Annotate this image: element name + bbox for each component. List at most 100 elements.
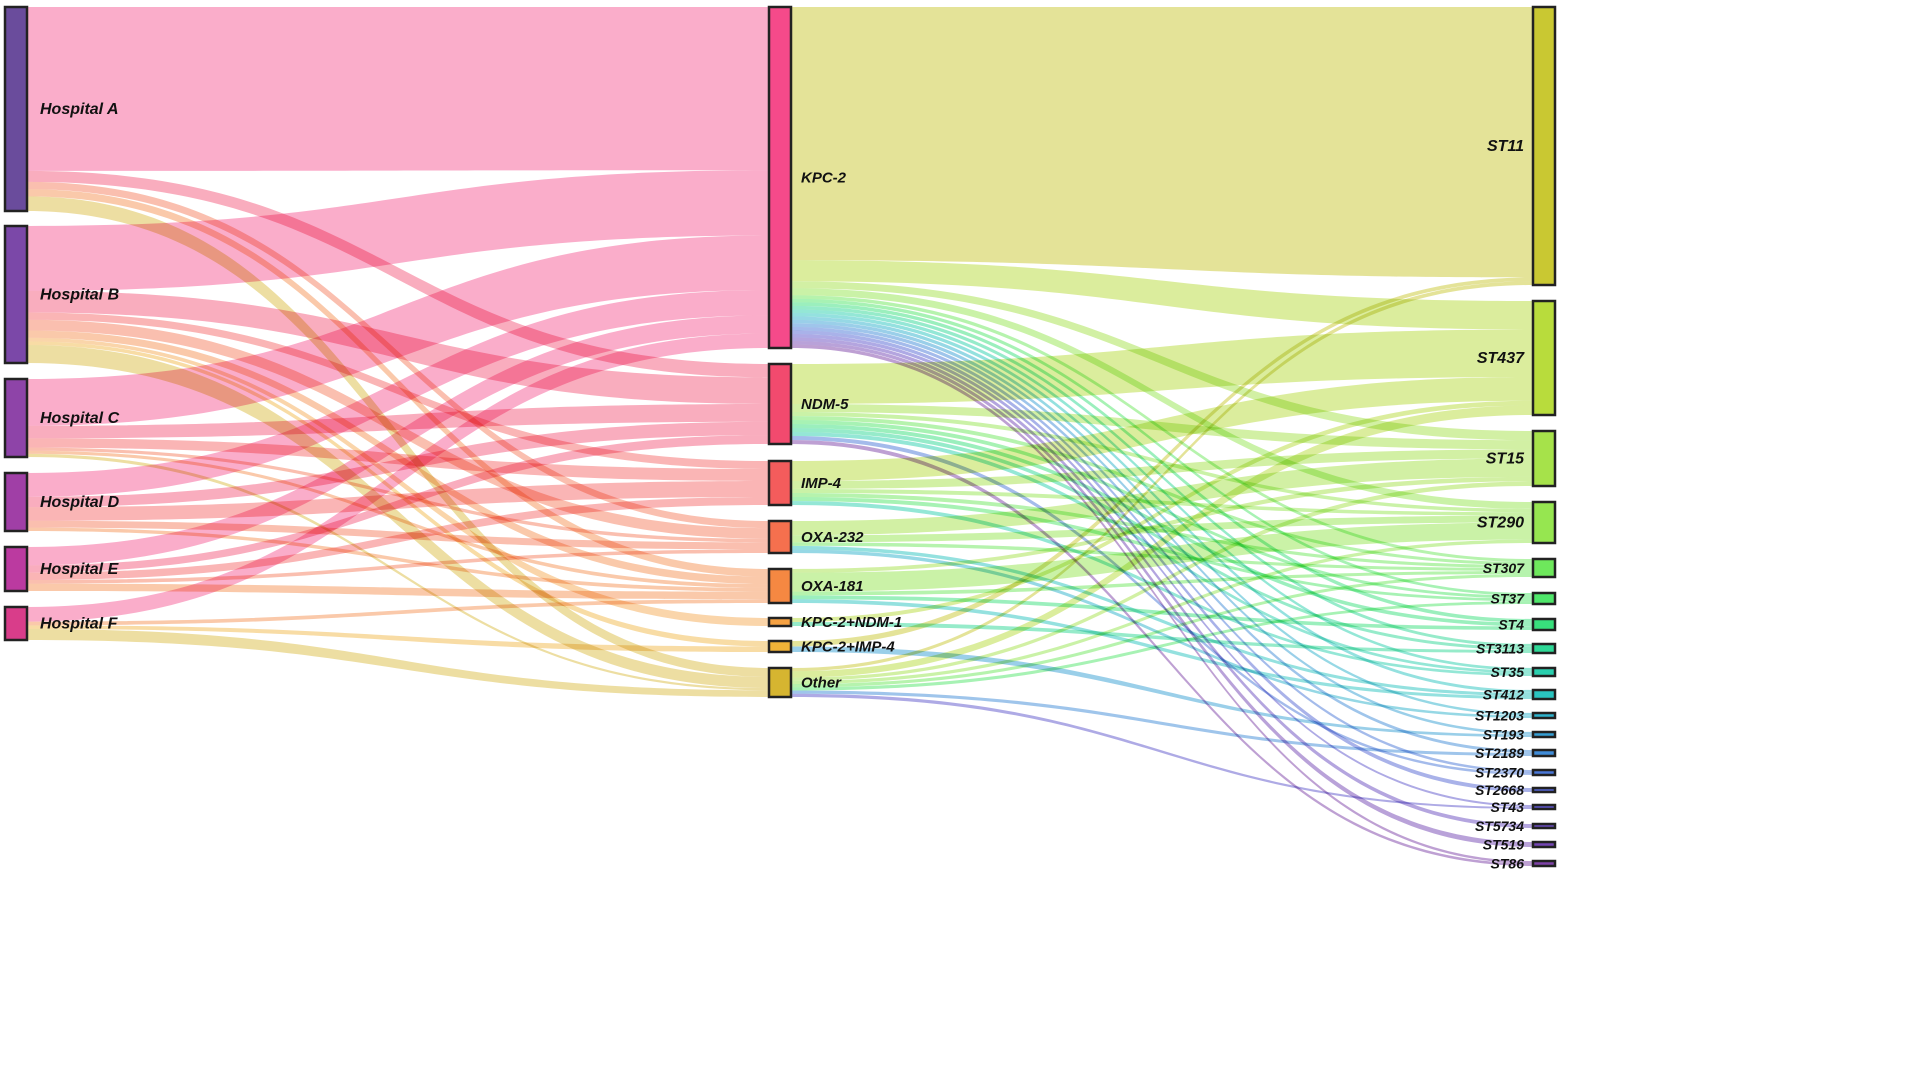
- node-st307[interactable]: [1531, 557, 1557, 579]
- flow-ndm5-st437: [791, 329, 1533, 404]
- flow-oxa232-st412: [791, 545, 1533, 696]
- node-label-imp4: IMP-4: [801, 475, 842, 492]
- node-label-oxa232: OXA-232: [801, 529, 864, 546]
- node-label-st3113: ST3113: [1476, 641, 1524, 657]
- node-imp4[interactable]: [767, 459, 793, 507]
- node-a[interactable]: [3, 5, 29, 213]
- flow-f-kpc2: [27, 333, 769, 622]
- flow-oxa232-st290: [791, 515, 1533, 543]
- flow-e-imp4: [27, 497, 769, 580]
- flow-other-st2189: [791, 690, 1533, 756]
- node-label-st519: ST519: [1483, 837, 1524, 853]
- flow-kpcndm-st437: [791, 400, 1533, 622]
- node-label-st4: ST4: [1498, 617, 1524, 633]
- flow-kpcimp-st193: [791, 646, 1533, 737]
- node-other[interactable]: [767, 666, 793, 699]
- node-st15[interactable]: [1531, 429, 1557, 488]
- node-kpc2[interactable]: [767, 5, 793, 350]
- node-st4[interactable]: [1531, 617, 1557, 632]
- flow-b-kpc2: [27, 170, 769, 291]
- flow-e-oxa232: [27, 549, 769, 584]
- flow-f-oxa181: [27, 599, 769, 626]
- node-label-ndm5: NDM-5: [801, 396, 849, 413]
- node-d[interactable]: [3, 471, 29, 533]
- flow-imp4-st35: [791, 501, 1533, 676]
- flow-e-kpc2: [27, 315, 769, 566]
- node-label-st15: ST15: [1486, 451, 1525, 468]
- node-label-oxa181: OXA-181: [801, 578, 864, 595]
- node-st193[interactable]: [1531, 730, 1557, 739]
- node-label-a: Hospital A: [40, 101, 119, 118]
- flow-kpc2-st519: [791, 340, 1533, 847]
- flow-d-kpc2: [27, 289, 769, 497]
- flow-a-kpc2: [27, 7, 769, 171]
- node-label-st86: ST86: [1491, 856, 1525, 872]
- node-st437[interactable]: [1531, 299, 1557, 417]
- flow-kpc2-st1203: [791, 316, 1533, 716]
- flow-ndm5-st37: [791, 420, 1533, 599]
- node-b[interactable]: [3, 224, 29, 365]
- node-label-d: Hospital D: [40, 494, 120, 511]
- node-label-kpcimp: KPC-2+IMP-4: [801, 639, 895, 656]
- node-label-b: Hospital B: [40, 287, 119, 304]
- node-label-st2189: ST2189: [1475, 745, 1524, 761]
- node-label-st437: ST437: [1477, 350, 1525, 367]
- node-label-st2668: ST2668: [1475, 782, 1524, 798]
- node-f[interactable]: [3, 605, 29, 642]
- node-st5734[interactable]: [1531, 822, 1557, 830]
- flow-c-oxa181: [27, 450, 769, 588]
- node-st2668[interactable]: [1531, 786, 1557, 794]
- flow-kpc2-st290: [791, 288, 1533, 509]
- node-label-st307: ST307: [1483, 560, 1525, 576]
- node-oxa181[interactable]: [767, 567, 793, 605]
- node-label-st11: ST11: [1487, 138, 1524, 155]
- node-label-kpcndm: KPC-2+NDM-1: [801, 614, 902, 631]
- node-label-st2370: ST2370: [1475, 765, 1524, 781]
- flow-c-kpc2: [27, 235, 769, 426]
- flow-kpc2-st11: [791, 7, 1533, 278]
- node-label-st1203: ST1203: [1475, 708, 1524, 724]
- node-kpcimp[interactable]: [767, 639, 793, 654]
- node-st86[interactable]: [1531, 859, 1557, 868]
- flow-kpc2-st437: [791, 260, 1533, 330]
- node-label-st5734: ST5734: [1475, 818, 1524, 834]
- node-st2189[interactable]: [1531, 748, 1557, 758]
- node-c[interactable]: [3, 377, 29, 459]
- flow-f-other: [27, 629, 769, 697]
- node-st35[interactable]: [1531, 666, 1557, 678]
- node-e[interactable]: [3, 545, 29, 593]
- flow-f-kpcimp: [27, 625, 769, 652]
- node-label-c: Hospital C: [40, 410, 120, 427]
- node-st11[interactable]: [1531, 5, 1557, 287]
- node-st412[interactable]: [1531, 688, 1557, 701]
- flow-kpcimp-st11: [791, 277, 1533, 647]
- node-label-st37: ST37: [1491, 591, 1526, 607]
- flow-other-st37: [791, 601, 1533, 691]
- node-label-st43: ST43: [1491, 799, 1525, 815]
- node-st519[interactable]: [1531, 840, 1557, 849]
- flow-c-other: [27, 453, 769, 691]
- node-label-f: Hospital F: [40, 616, 119, 633]
- node-st290[interactable]: [1531, 500, 1557, 545]
- flow-b-other: [27, 344, 769, 689]
- node-ndm5[interactable]: [767, 362, 793, 446]
- node-st3113[interactable]: [1531, 642, 1557, 655]
- flow-other-st43: [791, 693, 1533, 809]
- flow-oxa181-st15: [791, 476, 1533, 573]
- node-kpcndm[interactable]: [767, 616, 793, 628]
- flow-kpc2-st43: [791, 333, 1533, 807]
- node-st37[interactable]: [1531, 591, 1557, 606]
- node-label-kpc2: KPC-2: [801, 170, 847, 187]
- flow-other-st437: [791, 405, 1533, 678]
- node-label-st193: ST193: [1483, 727, 1524, 743]
- node-st2370[interactable]: [1531, 768, 1557, 777]
- node-label-other: Other: [801, 675, 842, 692]
- node-st1203[interactable]: [1531, 711, 1557, 720]
- flow-kpc2-st86: [791, 344, 1533, 864]
- node-st43[interactable]: [1531, 803, 1557, 811]
- flow-d-ndm5: [27, 421, 769, 508]
- flow-other-st15: [791, 481, 1533, 681]
- flow-oxa181-st290: [791, 522, 1533, 592]
- node-oxa232[interactable]: [767, 519, 793, 555]
